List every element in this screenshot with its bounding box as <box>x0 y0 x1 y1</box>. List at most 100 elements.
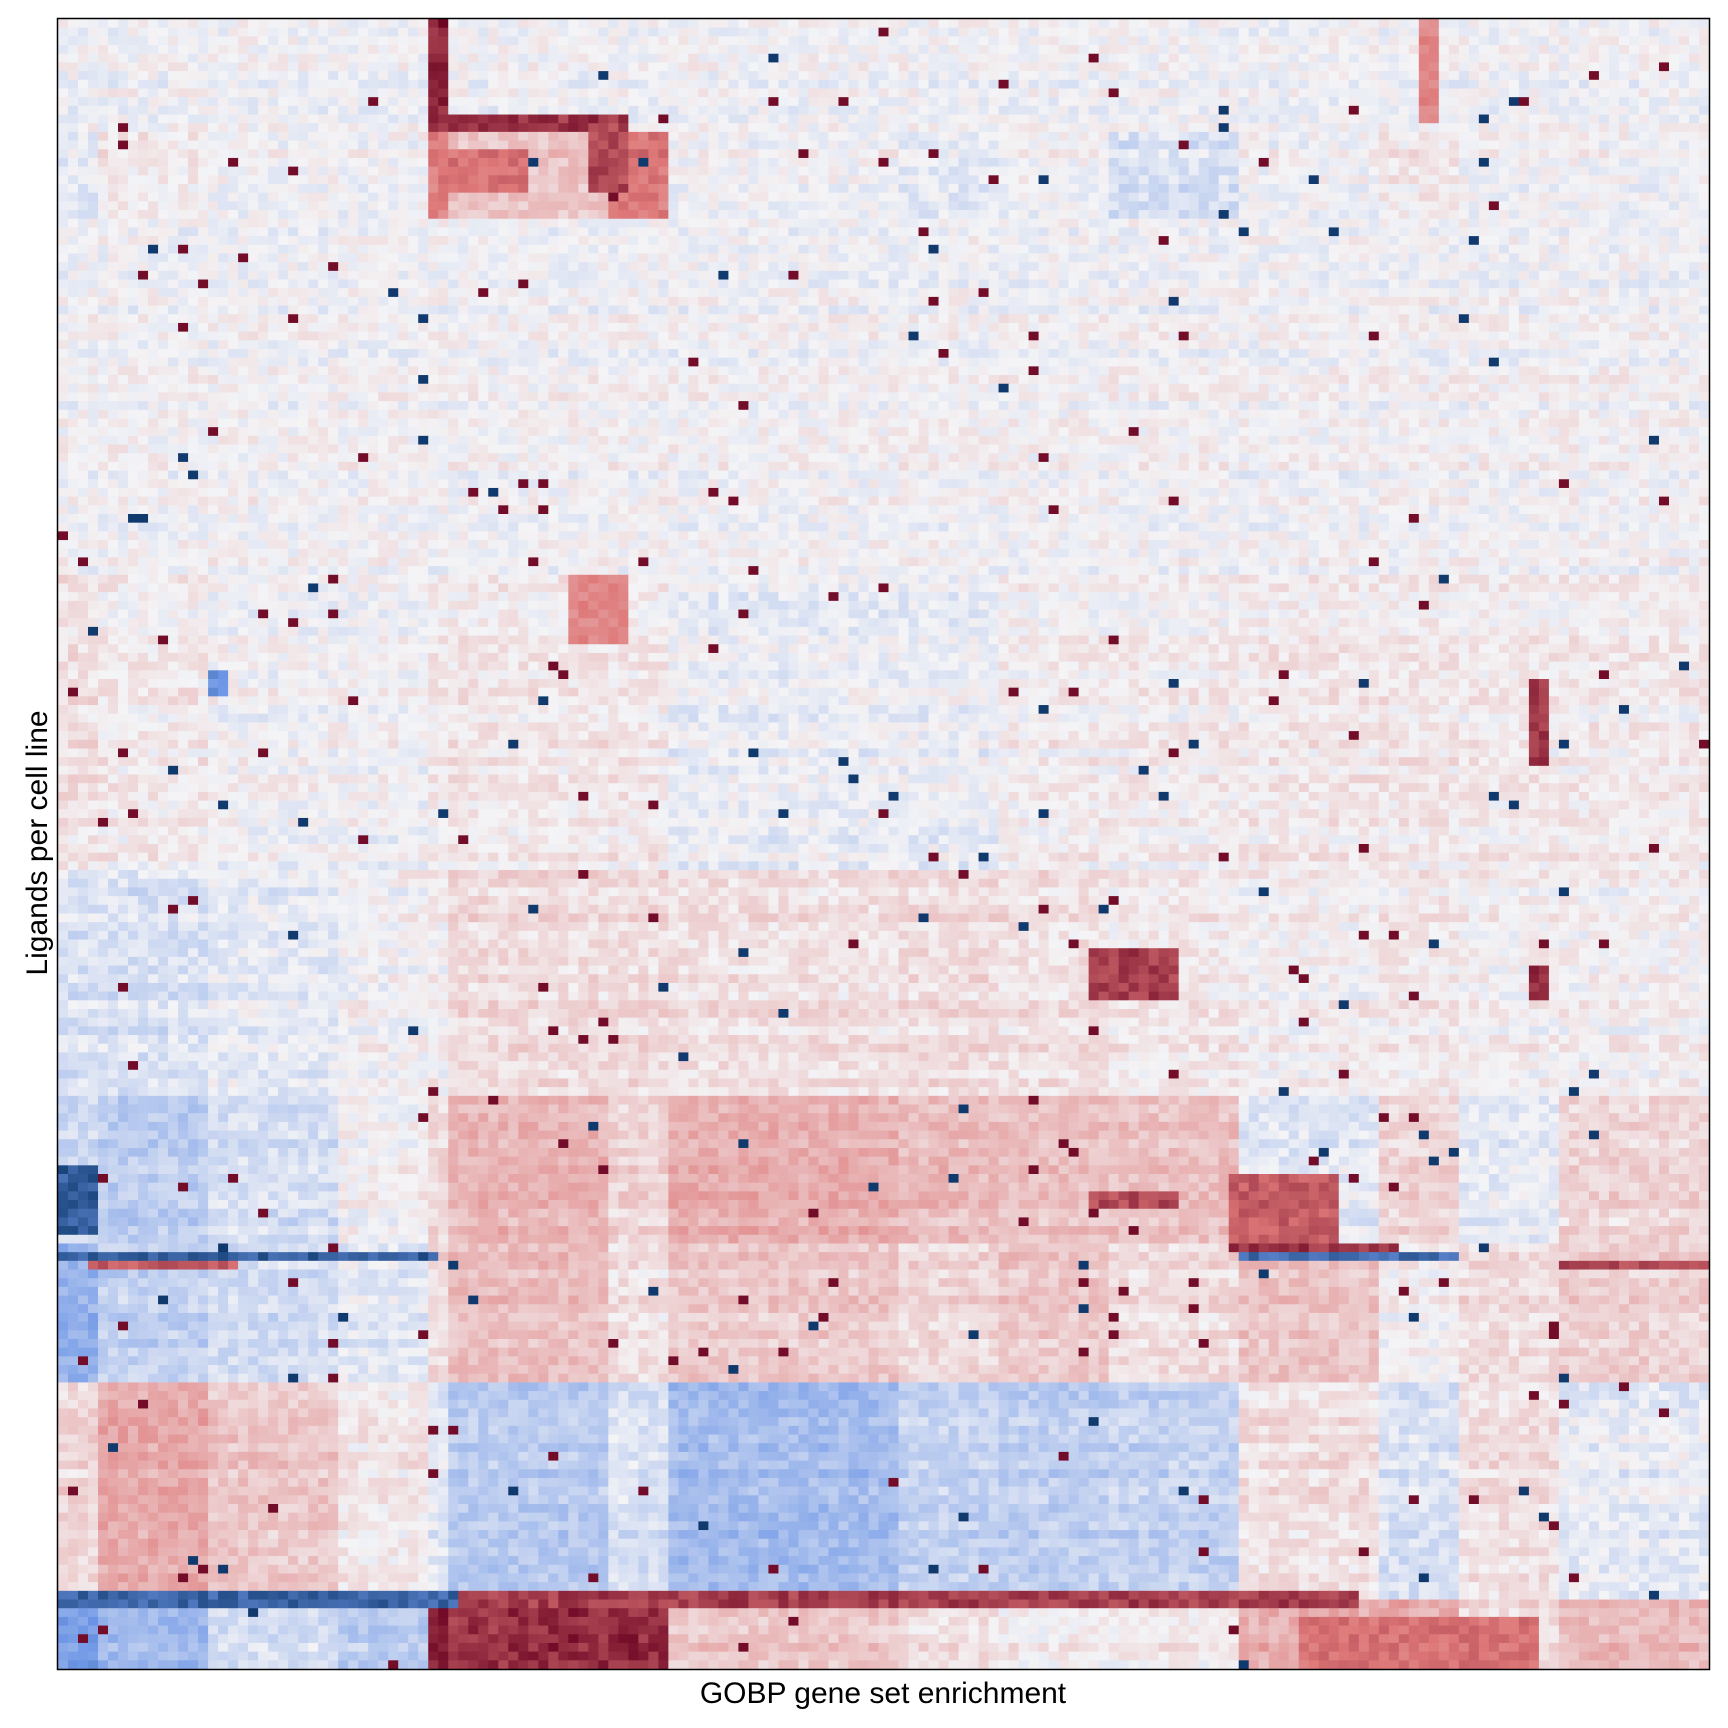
heatmap-cell <box>1128 19 1140 29</box>
heatmap-cell <box>818 157 830 168</box>
heatmap-cell <box>78 157 89 168</box>
heatmap-cell <box>268 270 279 281</box>
heatmap-cell <box>1018 140 1030 150</box>
heatmap-cell <box>388 79 399 90</box>
heatmap-cell <box>978 140 990 150</box>
heatmap-cell <box>568 27 579 37</box>
heatmap-cell <box>1058 27 1070 37</box>
heatmap-cell <box>118 19 129 29</box>
heatmap-cell <box>1278 105 1290 116</box>
heatmap-cell <box>928 157 940 168</box>
heatmap-cell <box>338 218 349 229</box>
heatmap-cell <box>588 192 599 202</box>
heatmap-cell <box>828 192 840 202</box>
heatmap-cell <box>258 114 269 124</box>
heatmap-cell <box>248 105 259 116</box>
heatmap-cell <box>1698 88 1710 98</box>
heatmap-cell <box>528 262 539 272</box>
heatmap-cell <box>1648 157 1660 168</box>
heatmap-cell <box>1228 62 1240 72</box>
heatmap-cell <box>698 192 709 202</box>
heatmap-cell <box>198 79 209 90</box>
heatmap-cell <box>638 270 649 281</box>
heatmap-cell <box>268 88 279 98</box>
heatmap-cell <box>1198 140 1210 150</box>
heatmap-cell <box>318 253 329 263</box>
heatmap-cell <box>1278 210 1290 220</box>
heatmap-cell <box>1318 97 1330 107</box>
heatmap-cell <box>298 36 309 46</box>
heatmap-cell <box>238 19 249 29</box>
heatmap-cell <box>1508 201 1520 211</box>
heatmap-cell <box>698 244 709 255</box>
heatmap-cell <box>148 105 159 116</box>
heatmap-cell <box>1678 192 1690 202</box>
heatmap-cell <box>58 105 69 116</box>
heatmap-cell <box>188 184 199 194</box>
heatmap-cell <box>1348 62 1360 72</box>
heatmap-cell <box>828 88 840 98</box>
heatmap-cell <box>1138 114 1150 124</box>
heatmap-cell <box>308 105 319 116</box>
heatmap-cell <box>568 36 579 46</box>
heatmap-cell <box>978 114 990 124</box>
heatmap-cell <box>1358 140 1370 150</box>
heatmap-cell <box>328 218 339 229</box>
heatmap-cell <box>148 36 159 46</box>
heatmap-cell <box>1148 62 1160 72</box>
heatmap-cell <box>588 201 599 211</box>
heatmap-cell <box>1348 210 1360 220</box>
heatmap-cell <box>1698 62 1710 72</box>
heatmap-cell <box>838 36 850 46</box>
heatmap-cell <box>538 62 549 72</box>
heatmap-cell <box>448 114 459 124</box>
heatmap-cell <box>1548 149 1560 159</box>
heatmap-cell <box>818 262 830 272</box>
heatmap-cell <box>848 79 860 90</box>
heatmap-cell <box>1148 36 1160 46</box>
heatmap-cell <box>1698 227 1710 237</box>
heatmap-cell <box>78 244 89 255</box>
heatmap-cell <box>278 244 289 255</box>
heatmap-cell <box>1578 97 1590 107</box>
heatmap-cell <box>1278 218 1290 229</box>
heatmap-cell <box>1148 97 1160 107</box>
heatmap-cell <box>648 210 659 220</box>
heatmap-cell <box>1648 262 1660 272</box>
heatmap-cell <box>1138 53 1150 64</box>
heatmap-cell <box>448 45 459 55</box>
heatmap-cell <box>168 62 179 72</box>
heatmap-cell <box>1698 149 1710 159</box>
heatmap-cell <box>718 192 730 202</box>
heatmap-cell <box>98 270 109 281</box>
heatmap-cell <box>498 157 509 168</box>
heatmap-cell <box>888 244 900 255</box>
heatmap-cell <box>1578 262 1590 272</box>
heatmap-cell <box>968 184 980 194</box>
heatmap-cell <box>848 140 860 150</box>
heatmap-cell <box>1168 175 1180 185</box>
heatmap-cell <box>1258 262 1270 272</box>
heatmap-cell <box>1058 88 1070 98</box>
heatmap-cell <box>138 36 149 46</box>
heatmap-cell <box>608 114 619 124</box>
heatmap-cell <box>988 262 1000 272</box>
heatmap-cell <box>578 140 589 150</box>
heatmap-cell <box>1488 270 1500 281</box>
heatmap-cell <box>1658 192 1670 202</box>
heatmap-cell <box>408 71 419 81</box>
heatmap-cell <box>298 270 309 281</box>
heatmap-cell <box>658 236 669 246</box>
heatmap-cell <box>1338 62 1350 72</box>
heatmap-cell <box>1128 184 1140 194</box>
heatmap-cell <box>1518 97 1530 107</box>
heatmap-cell <box>1288 166 1300 176</box>
heatmap-cell <box>1318 105 1330 116</box>
heatmap-cell <box>1328 201 1340 211</box>
heatmap-cell <box>628 201 639 211</box>
heatmap-cell <box>908 123 920 133</box>
heatmap-cell <box>348 166 359 176</box>
heatmap-cell <box>238 279 249 289</box>
heatmap-cell <box>78 62 89 72</box>
heatmap-cell <box>1408 27 1420 37</box>
